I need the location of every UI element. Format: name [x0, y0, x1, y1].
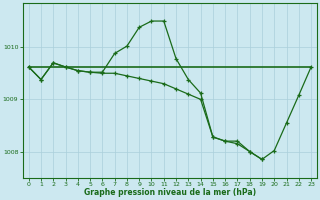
X-axis label: Graphe pression niveau de la mer (hPa): Graphe pression niveau de la mer (hPa)	[84, 188, 256, 197]
